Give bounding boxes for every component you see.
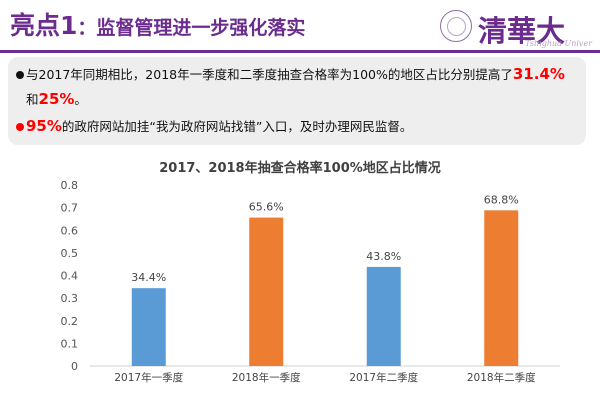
data-label: 65.6% <box>249 201 284 214</box>
logo-text: 清華大 <box>478 14 566 48</box>
data-label: 43.8% <box>366 250 401 263</box>
summary-period: 。 <box>74 92 87 107</box>
y-tick-label: 0.6 <box>61 224 79 237</box>
y-tick-label: 0.4 <box>61 270 79 283</box>
category-label: 2017年一季度 <box>114 371 183 384</box>
y-tick-label: 0 <box>71 360 78 373</box>
category-label: 2018年二季度 <box>467 371 536 384</box>
summary-text-2: 的政府网站加挂“我为政府网站找错”入口，及时办理网民监督。 <box>61 119 413 134</box>
y-tick-label: 0.7 <box>61 202 79 215</box>
y-tick-label: 0.8 <box>61 179 79 192</box>
title-underline <box>0 50 600 53</box>
y-tick-label: 0.2 <box>61 315 79 328</box>
seal-icon <box>440 10 472 42</box>
increase-q2: 25% <box>38 90 75 108</box>
y-tick-label: 0.3 <box>61 292 79 305</box>
summary-text-1: 与2017年同期相比，2018年一季度和二季度抽查合格率为100%的地区占比分别… <box>26 67 513 82</box>
category-label: 2017年二季度 <box>349 371 418 384</box>
header: 亮点1：监督管理进一步强化落实 清華大 Tsinghua Univer <box>0 0 600 48</box>
summary-line-2: 95%的政府网站加挂“我为政府网站找错”入口，及时办理网民监督。 <box>26 116 412 135</box>
data-label: 68.8% <box>484 193 519 206</box>
highlight-label: 亮点1 <box>10 11 78 40</box>
bar <box>249 217 284 366</box>
data-label: 34.4% <box>131 271 166 284</box>
page-title: 亮点1：监督管理进一步强化落实 <box>10 6 305 42</box>
percent-95: 95% <box>26 117 62 135</box>
summary-and: 和 <box>26 92 39 107</box>
bullet-red-icon <box>16 123 24 131</box>
category-label: 2018年一季度 <box>232 371 301 384</box>
title-text: 监督管理进一步强化落实 <box>96 17 306 39</box>
y-tick-label: 0.5 <box>61 247 79 260</box>
increase-q1: 31.4% <box>512 65 565 83</box>
title-colon: ： <box>77 17 97 39</box>
university-logo: 清華大 Tsinghua Univer <box>432 8 592 48</box>
bar <box>131 288 166 366</box>
bar <box>484 210 519 366</box>
chart-title: 2017、2018年抽查合格率100%地区占比情况 <box>159 161 441 176</box>
summary-line-1-cont: 和25%。 <box>26 89 87 108</box>
bar <box>366 266 401 366</box>
bullet-black-icon <box>16 71 24 79</box>
logo-subtext: Tsinghua Univer <box>525 39 592 48</box>
summary-box: 与2017年同期相比，2018年一季度和二季度抽查合格率为100%的地区占比分别… <box>8 57 586 145</box>
y-tick-label: 0.1 <box>61 337 79 350</box>
summary-line-1: 与2017年同期相比，2018年一季度和二季度抽查合格率为100%的地区占比分别… <box>26 64 565 83</box>
